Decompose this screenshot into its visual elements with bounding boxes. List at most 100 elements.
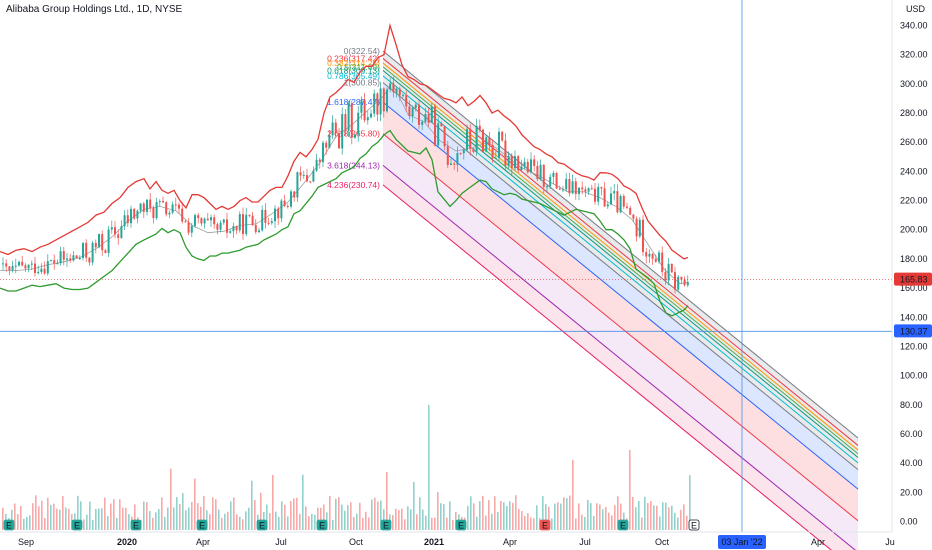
volume-bar bbox=[380, 500, 382, 530]
earnings-marker: E bbox=[617, 519, 629, 531]
earnings-marker-label: E bbox=[620, 521, 626, 531]
volume-bar bbox=[674, 512, 676, 530]
y-tick-label: 200.00 bbox=[900, 225, 928, 235]
volume-bar bbox=[311, 513, 313, 530]
candle-body bbox=[424, 114, 427, 122]
earnings-marker-label: E bbox=[458, 521, 464, 531]
volume-bar bbox=[605, 507, 607, 530]
volume-bar bbox=[602, 509, 604, 530]
volume-bar bbox=[410, 509, 412, 530]
candle-body bbox=[146, 199, 148, 212]
candle-body bbox=[117, 234, 120, 238]
candle-body bbox=[382, 88, 385, 112]
volume-bar bbox=[65, 507, 67, 530]
candle-body bbox=[178, 204, 180, 209]
candle-body bbox=[491, 145, 494, 159]
candle-body bbox=[510, 155, 513, 169]
candle-body bbox=[280, 200, 283, 219]
candle-body bbox=[130, 208, 132, 224]
y-tick-label: 180.00 bbox=[900, 254, 928, 264]
volume-bar bbox=[668, 507, 670, 530]
candle-body bbox=[482, 129, 484, 152]
fib-zone-1-1.618 bbox=[383, 82, 858, 490]
candle-body bbox=[283, 200, 286, 206]
volume-bar bbox=[200, 506, 202, 530]
last-price-badge-text: 165.83 bbox=[900, 275, 928, 285]
candle-body bbox=[430, 106, 433, 124]
candle-body bbox=[274, 208, 276, 222]
fib-label-0.382: 0.382(314.25) bbox=[327, 58, 380, 68]
candle-body bbox=[235, 226, 238, 231]
volume-bar bbox=[284, 504, 286, 530]
volume-bar bbox=[581, 514, 583, 530]
candle-body bbox=[661, 252, 664, 272]
candle-body bbox=[568, 179, 571, 194]
volume-bar bbox=[578, 503, 580, 530]
candle-body bbox=[331, 122, 334, 136]
candle-body bbox=[98, 234, 100, 248]
volume-bar bbox=[509, 501, 511, 530]
candle-body bbox=[126, 215, 129, 224]
volume-bar bbox=[557, 502, 559, 530]
volume-bar bbox=[155, 512, 157, 530]
candle-body bbox=[542, 164, 545, 187]
volume-bar bbox=[599, 504, 601, 530]
y-tick-label: 220.00 bbox=[900, 196, 928, 206]
candle-body bbox=[206, 218, 209, 221]
volume-bar bbox=[452, 519, 454, 530]
volume-bar bbox=[521, 510, 523, 530]
volume-bar bbox=[584, 517, 586, 530]
volume-bar bbox=[635, 507, 637, 530]
fib-label-0.618: 0.618(309.13) bbox=[327, 66, 380, 76]
candle-body bbox=[488, 137, 491, 146]
volume-bar bbox=[485, 515, 487, 530]
earnings-marker: E bbox=[196, 519, 208, 531]
fib-label-2.618: 2.618(265.80) bbox=[327, 129, 380, 139]
y-tick-label: 280.00 bbox=[900, 108, 928, 118]
volume-bar bbox=[347, 505, 349, 530]
volume-bar bbox=[296, 497, 298, 530]
volume-bar bbox=[653, 505, 655, 530]
candle-body bbox=[34, 263, 36, 274]
candle-body bbox=[635, 218, 638, 237]
fib-line-3.618 bbox=[382, 164, 856, 550]
volume-bar bbox=[398, 510, 400, 530]
volume-bar bbox=[38, 506, 40, 530]
candle-body bbox=[478, 125, 481, 130]
candle-body bbox=[91, 242, 94, 263]
volume-bar bbox=[227, 511, 229, 530]
crosshair-price-badge-bg bbox=[894, 324, 932, 338]
candle-body bbox=[651, 253, 654, 259]
volume-bar bbox=[404, 519, 406, 530]
volume-bar bbox=[641, 517, 643, 530]
candle-body bbox=[14, 265, 17, 267]
volume-bar bbox=[209, 514, 211, 530]
volume-bar bbox=[302, 474, 304, 530]
candle-body bbox=[328, 135, 331, 148]
volume-bar bbox=[395, 508, 397, 530]
candle-body bbox=[610, 193, 612, 205]
candle-body bbox=[322, 142, 324, 162]
candle-body bbox=[171, 204, 174, 213]
candle-body bbox=[555, 172, 558, 189]
earnings-marker-label: E bbox=[542, 521, 548, 531]
volume-bar bbox=[431, 517, 433, 530]
candle-body bbox=[456, 153, 459, 165]
earnings-marker: E bbox=[3, 519, 15, 531]
candle-body bbox=[203, 218, 206, 224]
volume-bar bbox=[335, 498, 337, 530]
volume-bar bbox=[266, 504, 268, 530]
x-tick-label: Oct bbox=[349, 537, 364, 547]
volume-bar bbox=[170, 468, 172, 530]
candle-body bbox=[562, 189, 564, 191]
volume-bar bbox=[164, 516, 166, 530]
candle-body bbox=[139, 203, 142, 211]
volume-bar bbox=[437, 491, 439, 530]
x-tick-label: 2021 bbox=[424, 537, 444, 547]
candle-body bbox=[494, 157, 497, 159]
volume-bar bbox=[608, 512, 610, 530]
volume-bar bbox=[536, 505, 538, 530]
earnings-marker: E bbox=[130, 519, 142, 531]
volume-bar bbox=[41, 500, 43, 530]
